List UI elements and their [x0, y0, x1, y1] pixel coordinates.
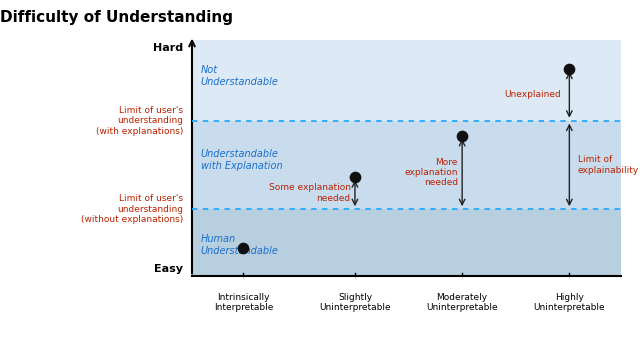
Text: Intrinsically
Interpretable: Intrinsically Interpretable	[214, 293, 273, 312]
Text: More
explanation
needed: More explanation needed	[404, 158, 458, 187]
Text: Slightly
Uninterpretable: Slightly Uninterpretable	[319, 293, 391, 312]
Text: Not
Understandable: Not Understandable	[200, 65, 278, 87]
Text: Limit of user's
understanding
(without explanations): Limit of user's understanding (without e…	[81, 194, 184, 224]
Bar	[192, 40, 621, 121]
Bar	[192, 209, 621, 276]
Point	[457, 133, 467, 139]
Text: Hard: Hard	[154, 43, 184, 53]
Point	[238, 245, 248, 251]
Text: Unexplained: Unexplained	[504, 90, 561, 99]
Text: Difficulty of Understanding: Difficulty of Understanding	[0, 10, 233, 25]
Text: Limit of
explainability: Limit of explainability	[578, 155, 639, 175]
Text: Easy: Easy	[154, 264, 184, 274]
Text: Limit of user's
understanding
(with explanations): Limit of user's understanding (with expl…	[96, 106, 184, 135]
Text: Some explanation
needed: Some explanation needed	[269, 183, 351, 203]
Text: Moderately
Uninterpretable: Moderately Uninterpretable	[426, 293, 498, 312]
Point	[350, 175, 360, 180]
Text: Highly
Uninterpretable: Highly Uninterpretable	[534, 293, 605, 312]
Text: Understandable
with Explanation: Understandable with Explanation	[200, 149, 282, 171]
Bar	[192, 121, 621, 209]
Text: Human
Understandable: Human Understandable	[200, 234, 278, 256]
Point	[564, 66, 575, 71]
